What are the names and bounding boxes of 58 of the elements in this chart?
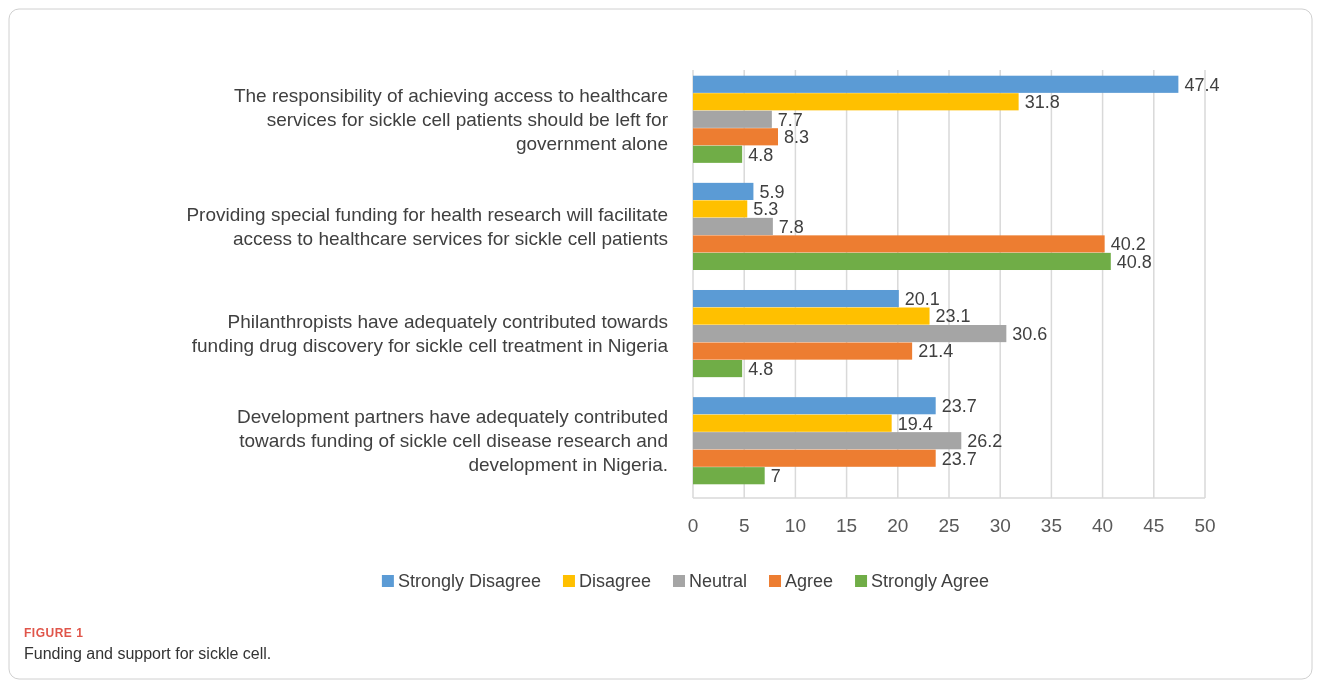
data-label: 4.8 [748, 358, 774, 379]
data-label: 4.8 [748, 144, 774, 165]
bar [693, 252, 1111, 271]
bar [693, 432, 962, 450]
bar [693, 128, 778, 146]
legend-label: Strongly Agree [871, 571, 990, 592]
data-label: 7 [770, 466, 781, 487]
data-label: 23.7 [941, 396, 977, 417]
x-tick-label: 15 [836, 514, 858, 536]
x-tick-label: 30 [989, 514, 1011, 536]
y-tick-label: Providing special funding for health research will facilitate access to healthcare services for sickle cell patients [186, 204, 668, 250]
bar [693, 449, 936, 467]
bar [693, 200, 748, 218]
data-label: 31.8 [1024, 92, 1060, 113]
legend-label: Disagree [578, 571, 651, 592]
y-tick-label: Development partners have adequately contributed towards funding of sickle cell disease research and development in Nigeria. [237, 406, 668, 476]
data-label: 7.7 [777, 109, 803, 130]
bar [693, 342, 913, 360]
bar [693, 110, 772, 128]
data-label: 20.1 [904, 288, 940, 309]
data-label: 5.9 [759, 181, 785, 202]
data-label: 19.4 [897, 413, 933, 434]
bar [693, 325, 1007, 343]
x-tick-label: 35 [1040, 514, 1062, 536]
x-tick-label: 50 [1194, 514, 1216, 536]
bar [693, 235, 1105, 253]
x-tick-label: 45 [1143, 514, 1165, 536]
bar [693, 75, 1179, 93]
caption: FIGURE 1 [24, 626, 84, 640]
data-label: 5.3 [753, 199, 779, 220]
legend-label: Agree [785, 571, 834, 592]
bar [693, 217, 773, 235]
legend-label: Strongly Disagree [397, 571, 541, 592]
x-tick-label: 0 [687, 514, 699, 536]
bar [693, 397, 936, 415]
data-label: 8.3 [783, 127, 810, 148]
x-tick-label: 5 [738, 514, 750, 536]
x-tick-label: 20 [887, 514, 909, 536]
legend-label: Neutral [688, 571, 748, 592]
y-tick-label: Philanthropists have adequately contributed towards funding drug discovery for sickle cell treatment in Nigeria [191, 311, 669, 357]
data-label: 23.1 [935, 306, 971, 327]
bar [693, 360, 743, 378]
y-tick-label: The responsibility of achieving access to healthcare services for sickle cell patients should be left for government alone [233, 84, 669, 154]
bar [693, 307, 930, 325]
data-label: 21.4 [918, 341, 954, 362]
data-label: 47.4 [1184, 74, 1220, 95]
bar [693, 145, 743, 163]
bar [693, 182, 754, 200]
text: Funding and support for sickle cell. [24, 645, 272, 662]
bar [693, 93, 1019, 111]
x-tick-label: 25 [938, 514, 960, 536]
data-label: 7.8 [778, 216, 804, 237]
x-tick-label: 40 [1092, 514, 1114, 536]
bar [693, 414, 892, 432]
bar [693, 289, 899, 308]
x-tick-label: 10 [784, 514, 806, 536]
bar [693, 467, 765, 485]
data-label: 30.6 [1012, 323, 1048, 344]
